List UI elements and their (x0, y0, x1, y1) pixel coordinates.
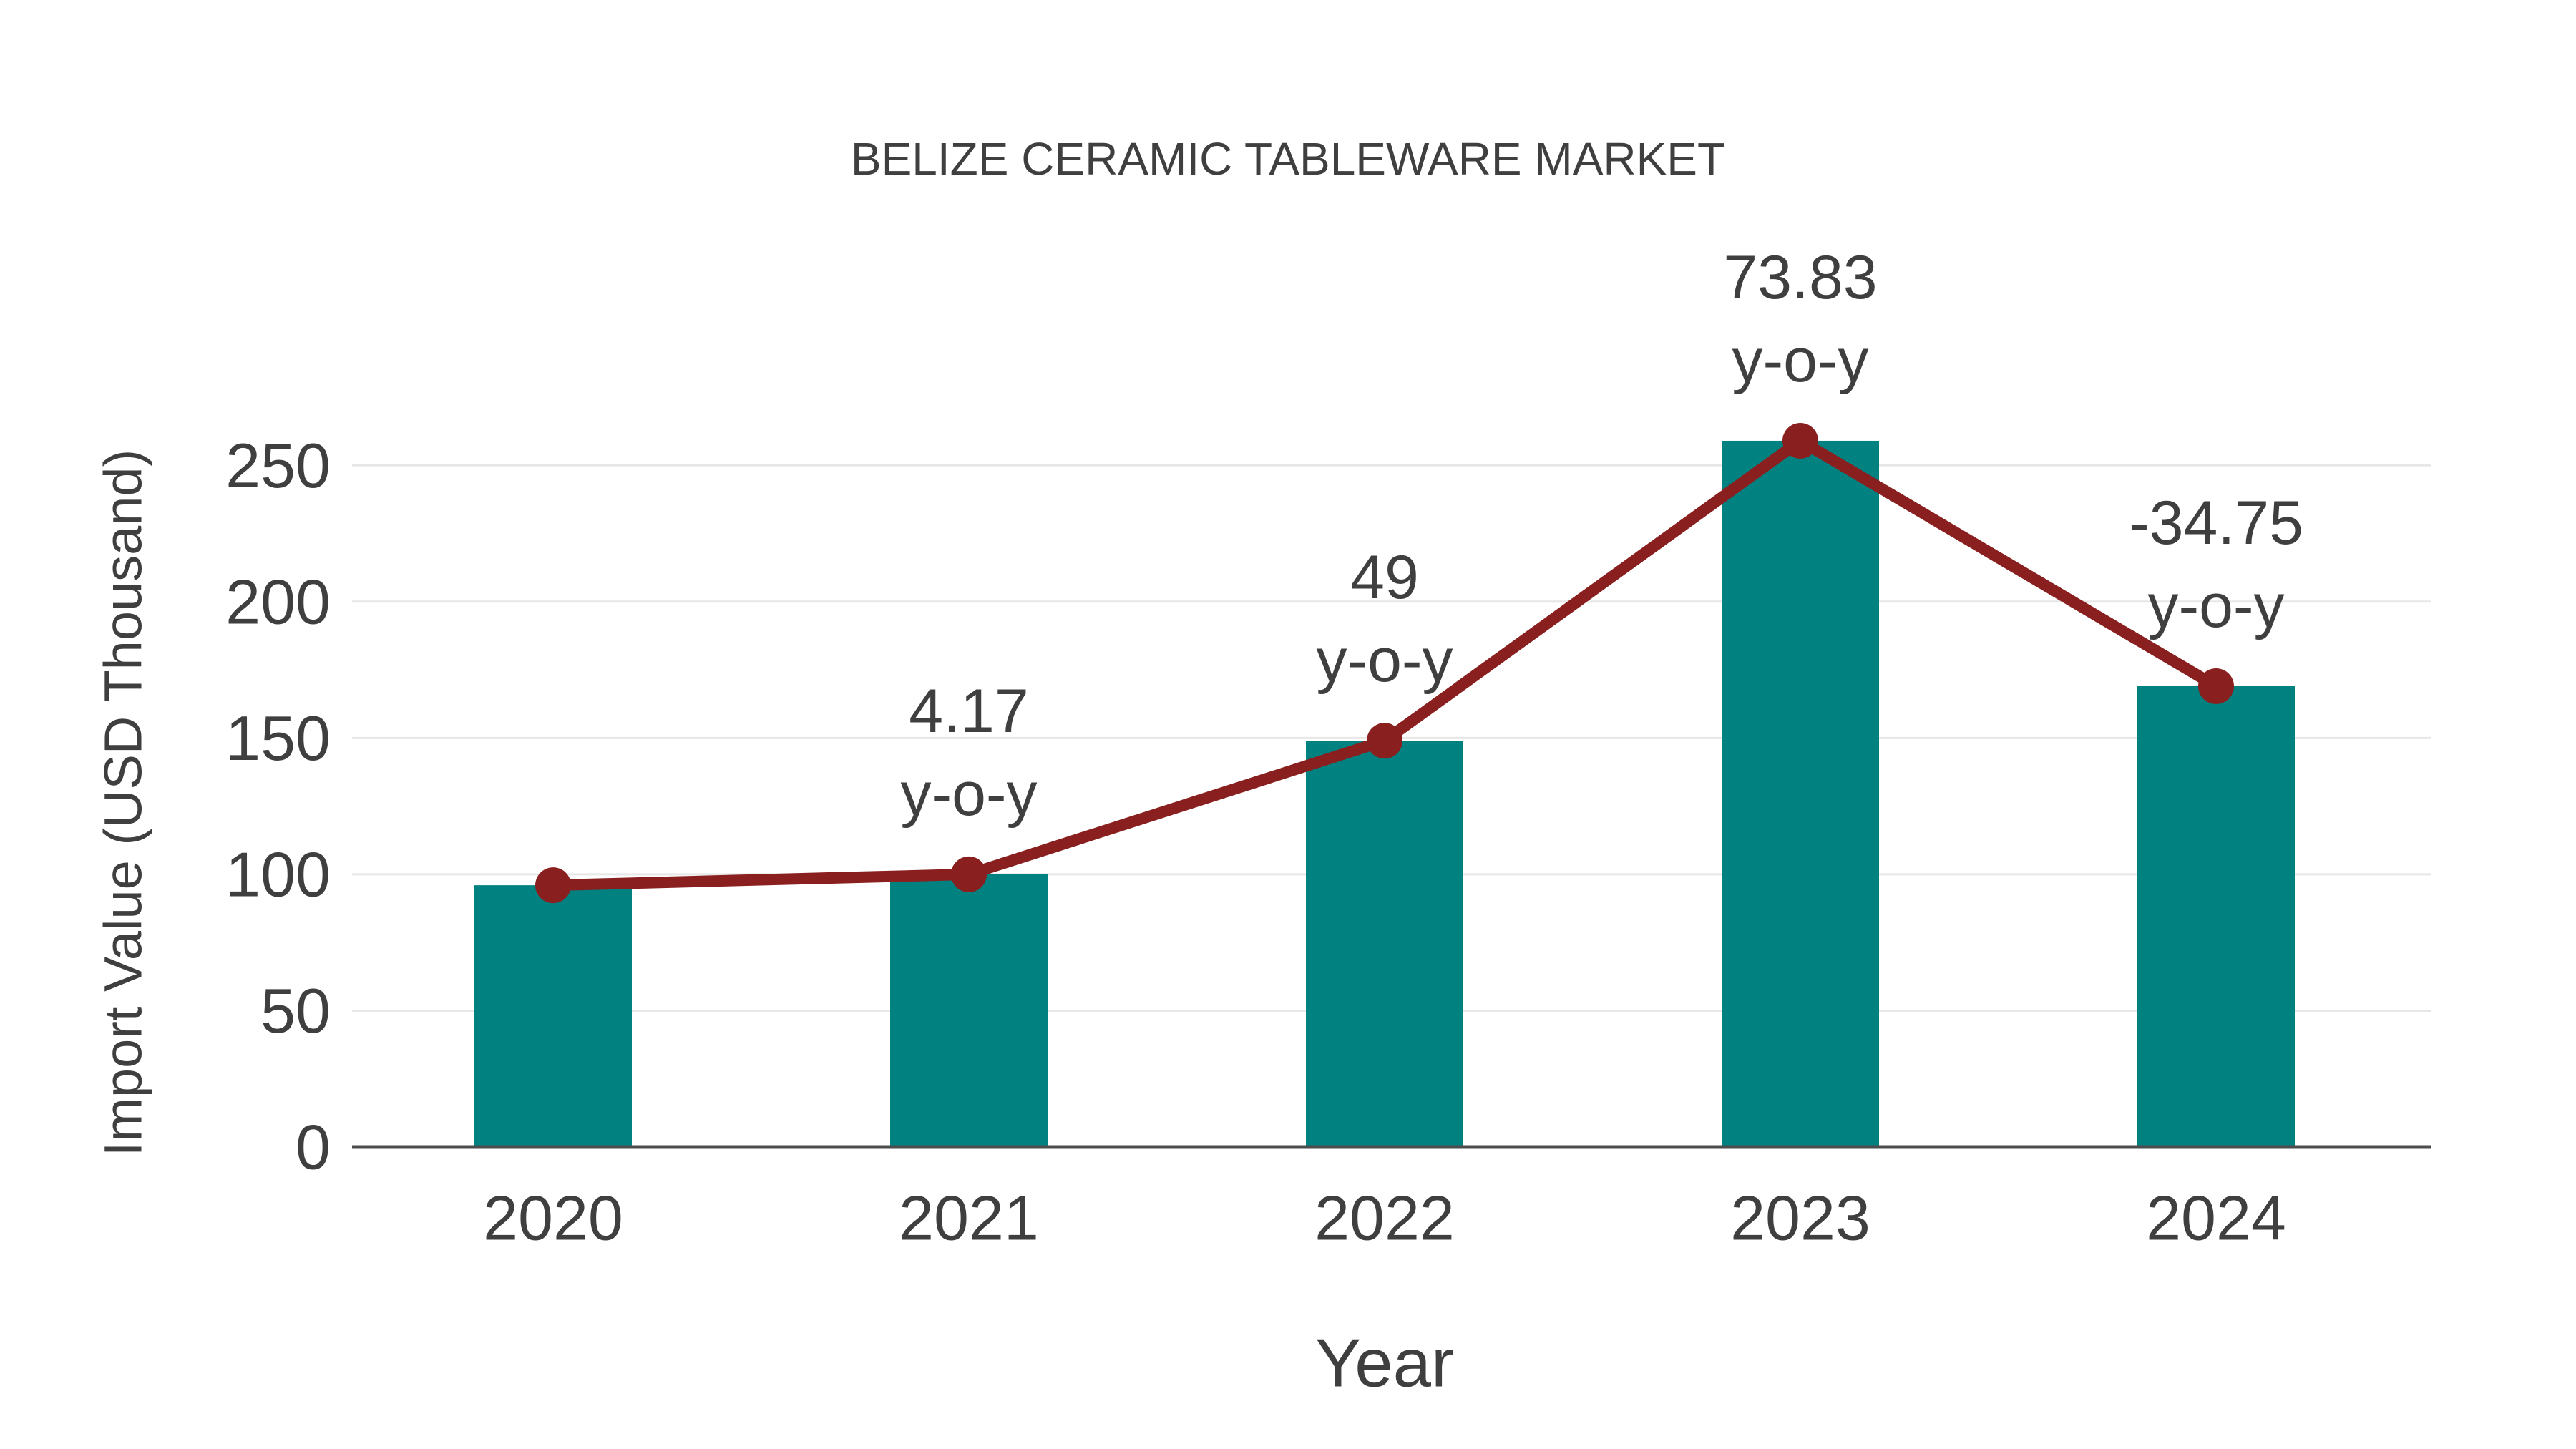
marker-2024 (2198, 668, 2234, 704)
y-tick-label-200: 200 (225, 566, 331, 637)
x-tick-label-2023: 2023 (1730, 1183, 1870, 1254)
y-axis-title: Import Value (USD Thousand) (94, 449, 153, 1157)
annotation-value-2023: 73.83 (1723, 243, 1877, 312)
x-tick-label-2022: 2022 (1314, 1183, 1455, 1254)
annotation-label-2021: y-o-y (900, 760, 1037, 829)
annotation-value-2022: 49 (1350, 543, 1419, 612)
chart-title: BELIZE CERAMIC TABLEWARE MARKET (851, 133, 1725, 185)
x-tick-label-2020: 2020 (483, 1183, 623, 1254)
y-tick-label-100: 100 (225, 839, 331, 909)
y-tick-label-50: 50 (260, 975, 331, 1046)
y-tick-label-250: 250 (225, 430, 331, 501)
bar-2020 (474, 885, 632, 1147)
bar-2022 (1306, 741, 1463, 1147)
marker-2021 (951, 856, 987, 892)
marker-2023 (1782, 422, 1818, 459)
annotation-label-2024: y-o-y (2147, 572, 2284, 640)
y-tick-label-150: 150 (225, 703, 331, 774)
x-tick-label-2021: 2021 (899, 1183, 1039, 1254)
bar-2023 (1722, 440, 1879, 1147)
marker-2022 (1367, 723, 1402, 759)
y-tick-label-0: 0 (296, 1112, 331, 1183)
marker-2020 (535, 867, 571, 904)
bar-2024 (2137, 686, 2295, 1147)
annotation-value-2024: -34.75 (2129, 489, 2303, 557)
annotation-label-2023: y-o-y (1732, 326, 1868, 395)
x-tick-label-2024: 2024 (2146, 1183, 2286, 1254)
x-axis-title: Year (1315, 1325, 1454, 1402)
annotation-value-2021: 4.17 (909, 677, 1028, 746)
annotation-label-2022: y-o-y (1316, 626, 1453, 695)
bar-2021 (890, 874, 1048, 1147)
